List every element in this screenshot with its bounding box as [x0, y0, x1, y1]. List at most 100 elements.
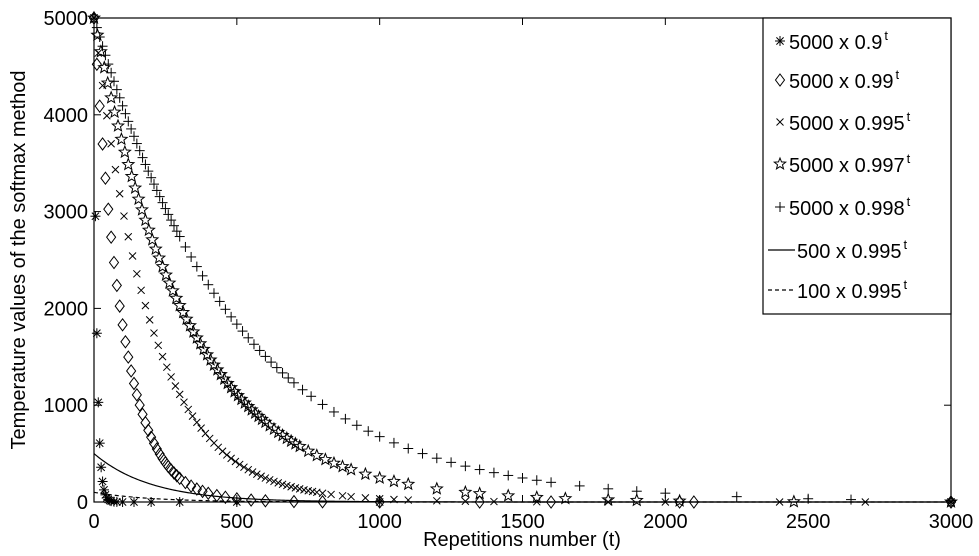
data-point: [240, 463, 248, 472]
data-point: [226, 311, 237, 322]
data-point: [97, 476, 108, 487]
data-point: [123, 116, 134, 127]
data-point: [128, 180, 143, 194]
data-point: [168, 220, 179, 231]
data-point: [184, 405, 193, 414]
data-point: [488, 467, 499, 478]
data-point: [120, 212, 128, 220]
data-point: [288, 377, 299, 388]
data-point: [123, 350, 134, 364]
data-point: [134, 398, 145, 412]
data-point: [114, 131, 129, 146]
data-point: [282, 481, 291, 490]
data-point: [111, 278, 122, 293]
data-point: [111, 165, 120, 174]
data-point: [132, 269, 141, 278]
legend-label: 5000 x 0.995 t: [789, 109, 911, 135]
data-point: [306, 391, 317, 402]
data-point: [107, 104, 122, 119]
data-point: [146, 172, 157, 183]
data-point: [309, 448, 324, 462]
data-point: [846, 494, 857, 505]
data-point: [97, 41, 108, 52]
legend-label-exponent: t: [907, 194, 911, 209]
y-axis-ticks: 0 1000 2000 3000 4000 5000: [44, 8, 951, 514]
data-point: [111, 84, 122, 95]
data-point: [417, 448, 428, 459]
data-point: [162, 275, 177, 289]
y-tick-label: 0: [77, 492, 88, 514]
data-point: [174, 471, 185, 486]
data-point: [100, 171, 111, 186]
x-tick-label: 2500: [786, 511, 831, 533]
data-point: [137, 286, 145, 295]
data-point: [180, 241, 191, 252]
data-point: [131, 191, 146, 206]
data-point: [234, 391, 249, 406]
legend-entry: 5000 x 0.9 t: [775, 28, 888, 54]
legend-label: 5000 x 0.99 t: [789, 67, 900, 93]
data-point: [106, 230, 117, 245]
data-point: [186, 324, 201, 338]
data-point: [120, 108, 131, 119]
data-point: [167, 373, 175, 381]
x-tick-label: 0: [88, 511, 99, 533]
data-point: [128, 376, 140, 391]
legend-box: [762, 17, 952, 315]
data-point: [220, 304, 231, 315]
data-point: [171, 468, 182, 483]
data-point: [148, 436, 160, 451]
data-point: [257, 472, 265, 481]
data-point: [248, 339, 259, 350]
legend-label-exponent: t: [904, 237, 908, 252]
legend-entry: 5000 x 0.995 t: [776, 109, 911, 135]
y-tick-label: 5000: [44, 8, 89, 30]
data-point: [546, 477, 557, 488]
data-point: [261, 474, 270, 482]
data-point: [98, 484, 109, 495]
data-point: [288, 494, 300, 509]
data-point: [110, 118, 126, 132]
data-point: [117, 100, 128, 111]
data-point: [186, 251, 197, 262]
data-point: [270, 477, 278, 486]
data-point: [117, 318, 128, 332]
data-point: [244, 465, 253, 474]
data-point: [107, 139, 115, 148]
data-point: [237, 395, 252, 409]
data-point: [344, 462, 359, 476]
data-point: [157, 451, 168, 466]
data-point: [124, 169, 139, 183]
data-point: [140, 415, 151, 430]
data-point: [140, 159, 151, 170]
data-point: [145, 316, 154, 324]
data-point: [265, 475, 274, 484]
data-point: [460, 461, 471, 472]
legend-label-exponent: t: [896, 67, 900, 82]
data-point: [171, 226, 182, 237]
data-point: [200, 347, 215, 361]
legend-label: 5000 x 0.9 t: [789, 28, 888, 54]
legend-label-text: 5000 x 0.997: [789, 155, 905, 177]
data-point: [244, 402, 259, 416]
legend-label-text: 100 x 0.995: [797, 281, 902, 303]
data-point: [252, 470, 261, 479]
data-point: [432, 496, 441, 505]
data-point: [143, 423, 154, 438]
data-point: [94, 438, 105, 449]
data-point: [601, 492, 616, 506]
legend-label-text: 5000 x 0.998: [789, 198, 905, 220]
data-point: [90, 27, 105, 42]
data-point: [222, 451, 231, 459]
data-point: [318, 489, 327, 498]
data-point: [120, 334, 131, 349]
legend-label: 500 x 0.995 t: [797, 237, 908, 263]
data-point: [162, 363, 171, 372]
legend-marker: [775, 202, 785, 212]
x-tick-label: 2000: [643, 511, 688, 533]
data-point: [189, 330, 204, 344]
data-point: [114, 92, 125, 103]
data-point: [141, 222, 156, 237]
data-point: [328, 406, 339, 417]
data-point: [131, 138, 142, 149]
